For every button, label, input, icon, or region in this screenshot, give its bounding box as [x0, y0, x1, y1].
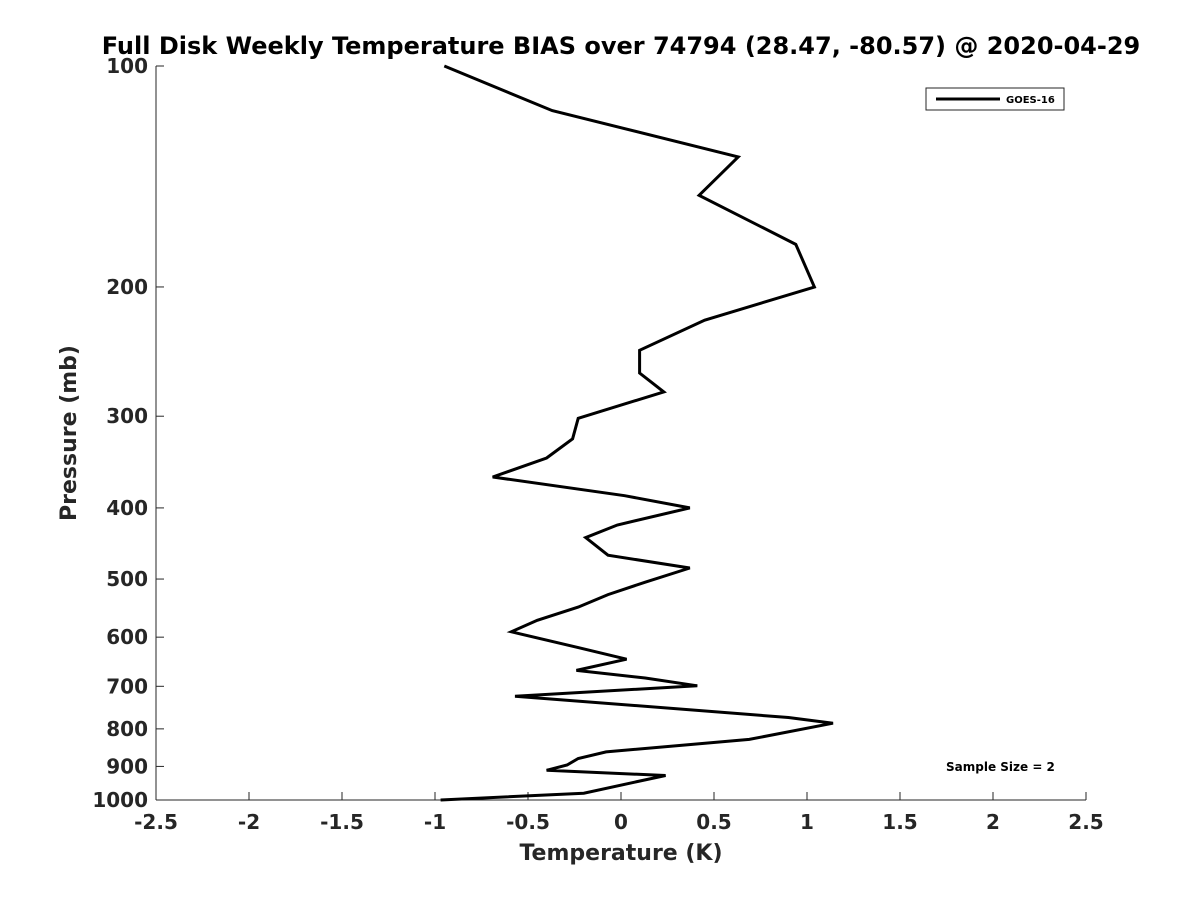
legend: GOES-16 — [925, 87, 1065, 111]
sample-size-annotation: Sample Size = 2 — [946, 760, 1055, 774]
series-layer — [440, 64, 834, 802]
x-tick-label: -1 — [424, 810, 446, 834]
legend-label-goes-16: GOES-16 — [1006, 95, 1055, 106]
x-tick-label: 0.5 — [696, 810, 731, 834]
y-tick-label: 400 — [106, 496, 148, 520]
y-axis-label: Pressure (mb) — [57, 345, 82, 521]
y-tick-label: 800 — [106, 717, 148, 741]
y-tick-label: 600 — [106, 625, 148, 649]
x-ticks: -2.5 -2 -1.5 -1 -0.5 0 0.5 1 1.5 2 2.5 — [134, 792, 1104, 834]
x-axis-label: Temperature (K) — [519, 841, 722, 866]
y-tick-label: 100 — [106, 54, 148, 78]
y-ticks: 100 200 300 400 500 600 700 800 900 1000 — [92, 54, 164, 812]
x-tick-label: -2.5 — [134, 810, 178, 834]
x-tick-label: 2 — [986, 810, 1000, 834]
y-tick-label: 1000 — [92, 788, 148, 812]
chart-title: Full Disk Weekly Temperature BIAS over 7… — [102, 32, 1141, 60]
y-tick-label: 900 — [106, 754, 148, 778]
y-tick-label: 700 — [106, 674, 148, 698]
x-tick-label: 0 — [614, 810, 628, 834]
y-tick-label: 200 — [106, 275, 148, 299]
series-line-goes-16 — [440, 64, 834, 802]
x-tick-label: -1.5 — [320, 810, 364, 834]
x-tick-label: 1 — [800, 810, 814, 834]
y-tick-label: 300 — [106, 404, 148, 428]
x-tick-label: 2.5 — [1068, 810, 1103, 834]
y-tick-label: 500 — [106, 567, 148, 591]
x-tick-label: -0.5 — [506, 810, 550, 834]
x-tick-label: -2 — [238, 810, 260, 834]
x-tick-label: 1.5 — [882, 810, 917, 834]
